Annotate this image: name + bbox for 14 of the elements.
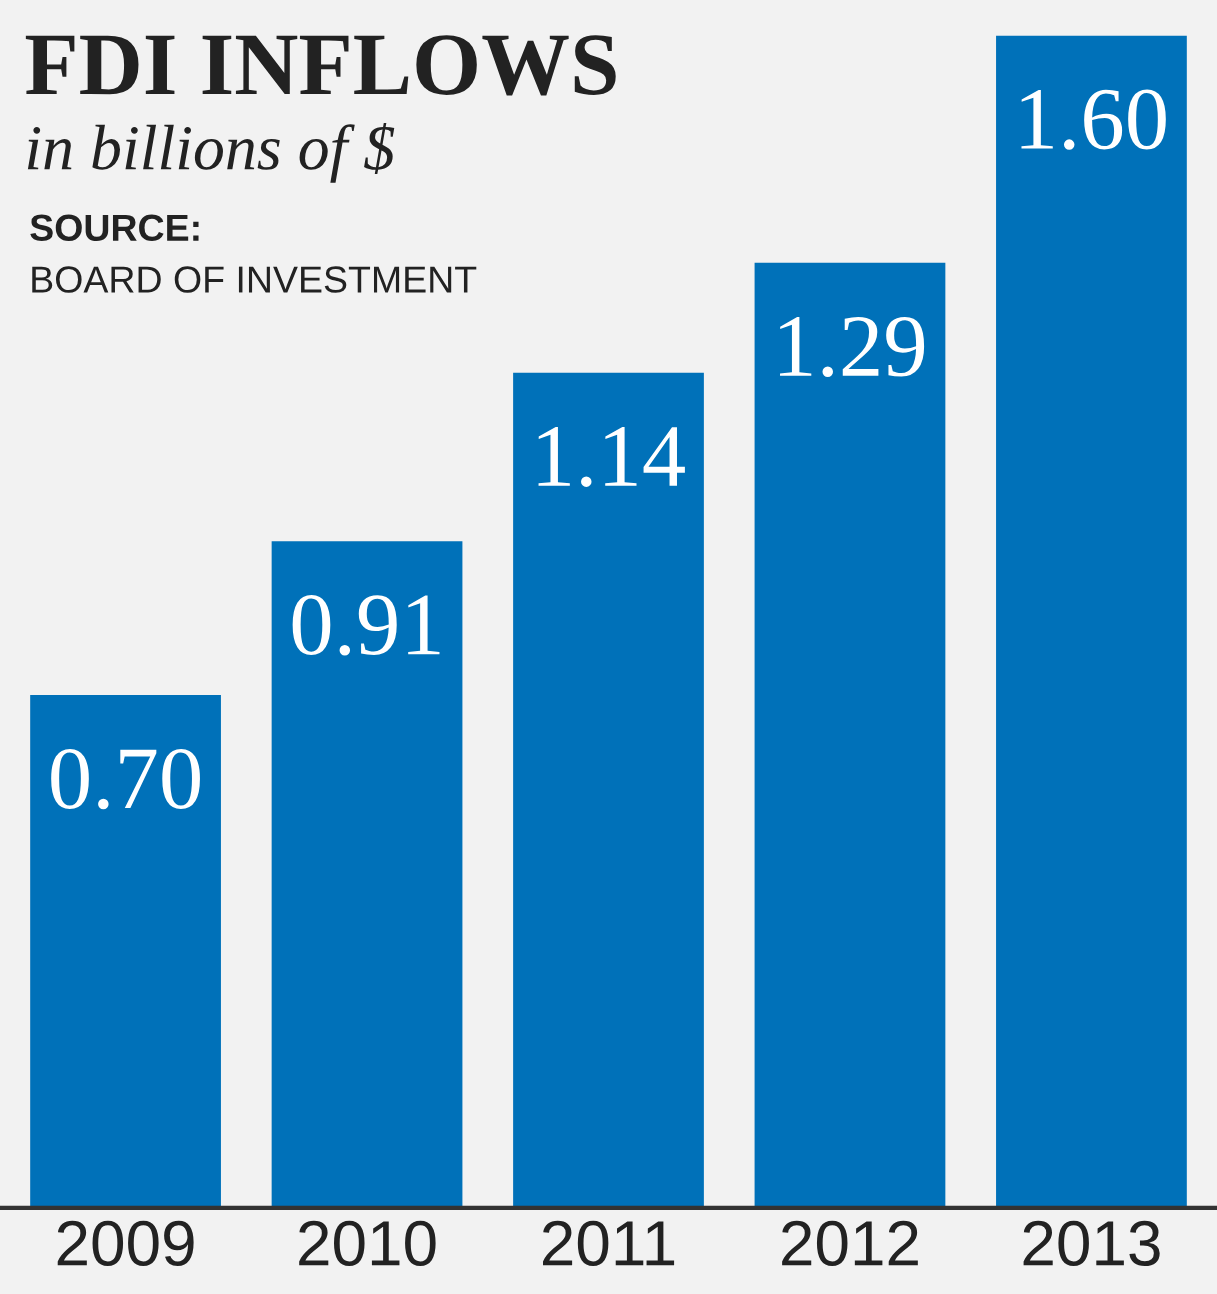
x-tick-label: 2013 xyxy=(1023,1220,1160,1266)
data-label: 1.29 xyxy=(780,316,925,378)
annotation: SOURCE: xyxy=(30,214,199,242)
x-tick-label: 2009 xyxy=(57,1220,194,1266)
annotation: BOARD OF INVESTMENT xyxy=(32,266,477,293)
data-label: 0.70 xyxy=(51,748,200,810)
chart-title: FDI INFLOWS xyxy=(25,35,616,96)
x-tick-label: 2010 xyxy=(299,1220,436,1266)
text: in billions of $ xyxy=(27,122,395,183)
x-tick-label: 2011 xyxy=(543,1220,675,1266)
data-label: 1.60 xyxy=(1021,89,1166,150)
data-label: 1.14 xyxy=(538,426,685,487)
x-tick-label: 2012 xyxy=(782,1220,918,1266)
data-label: 0.91 xyxy=(292,595,440,656)
